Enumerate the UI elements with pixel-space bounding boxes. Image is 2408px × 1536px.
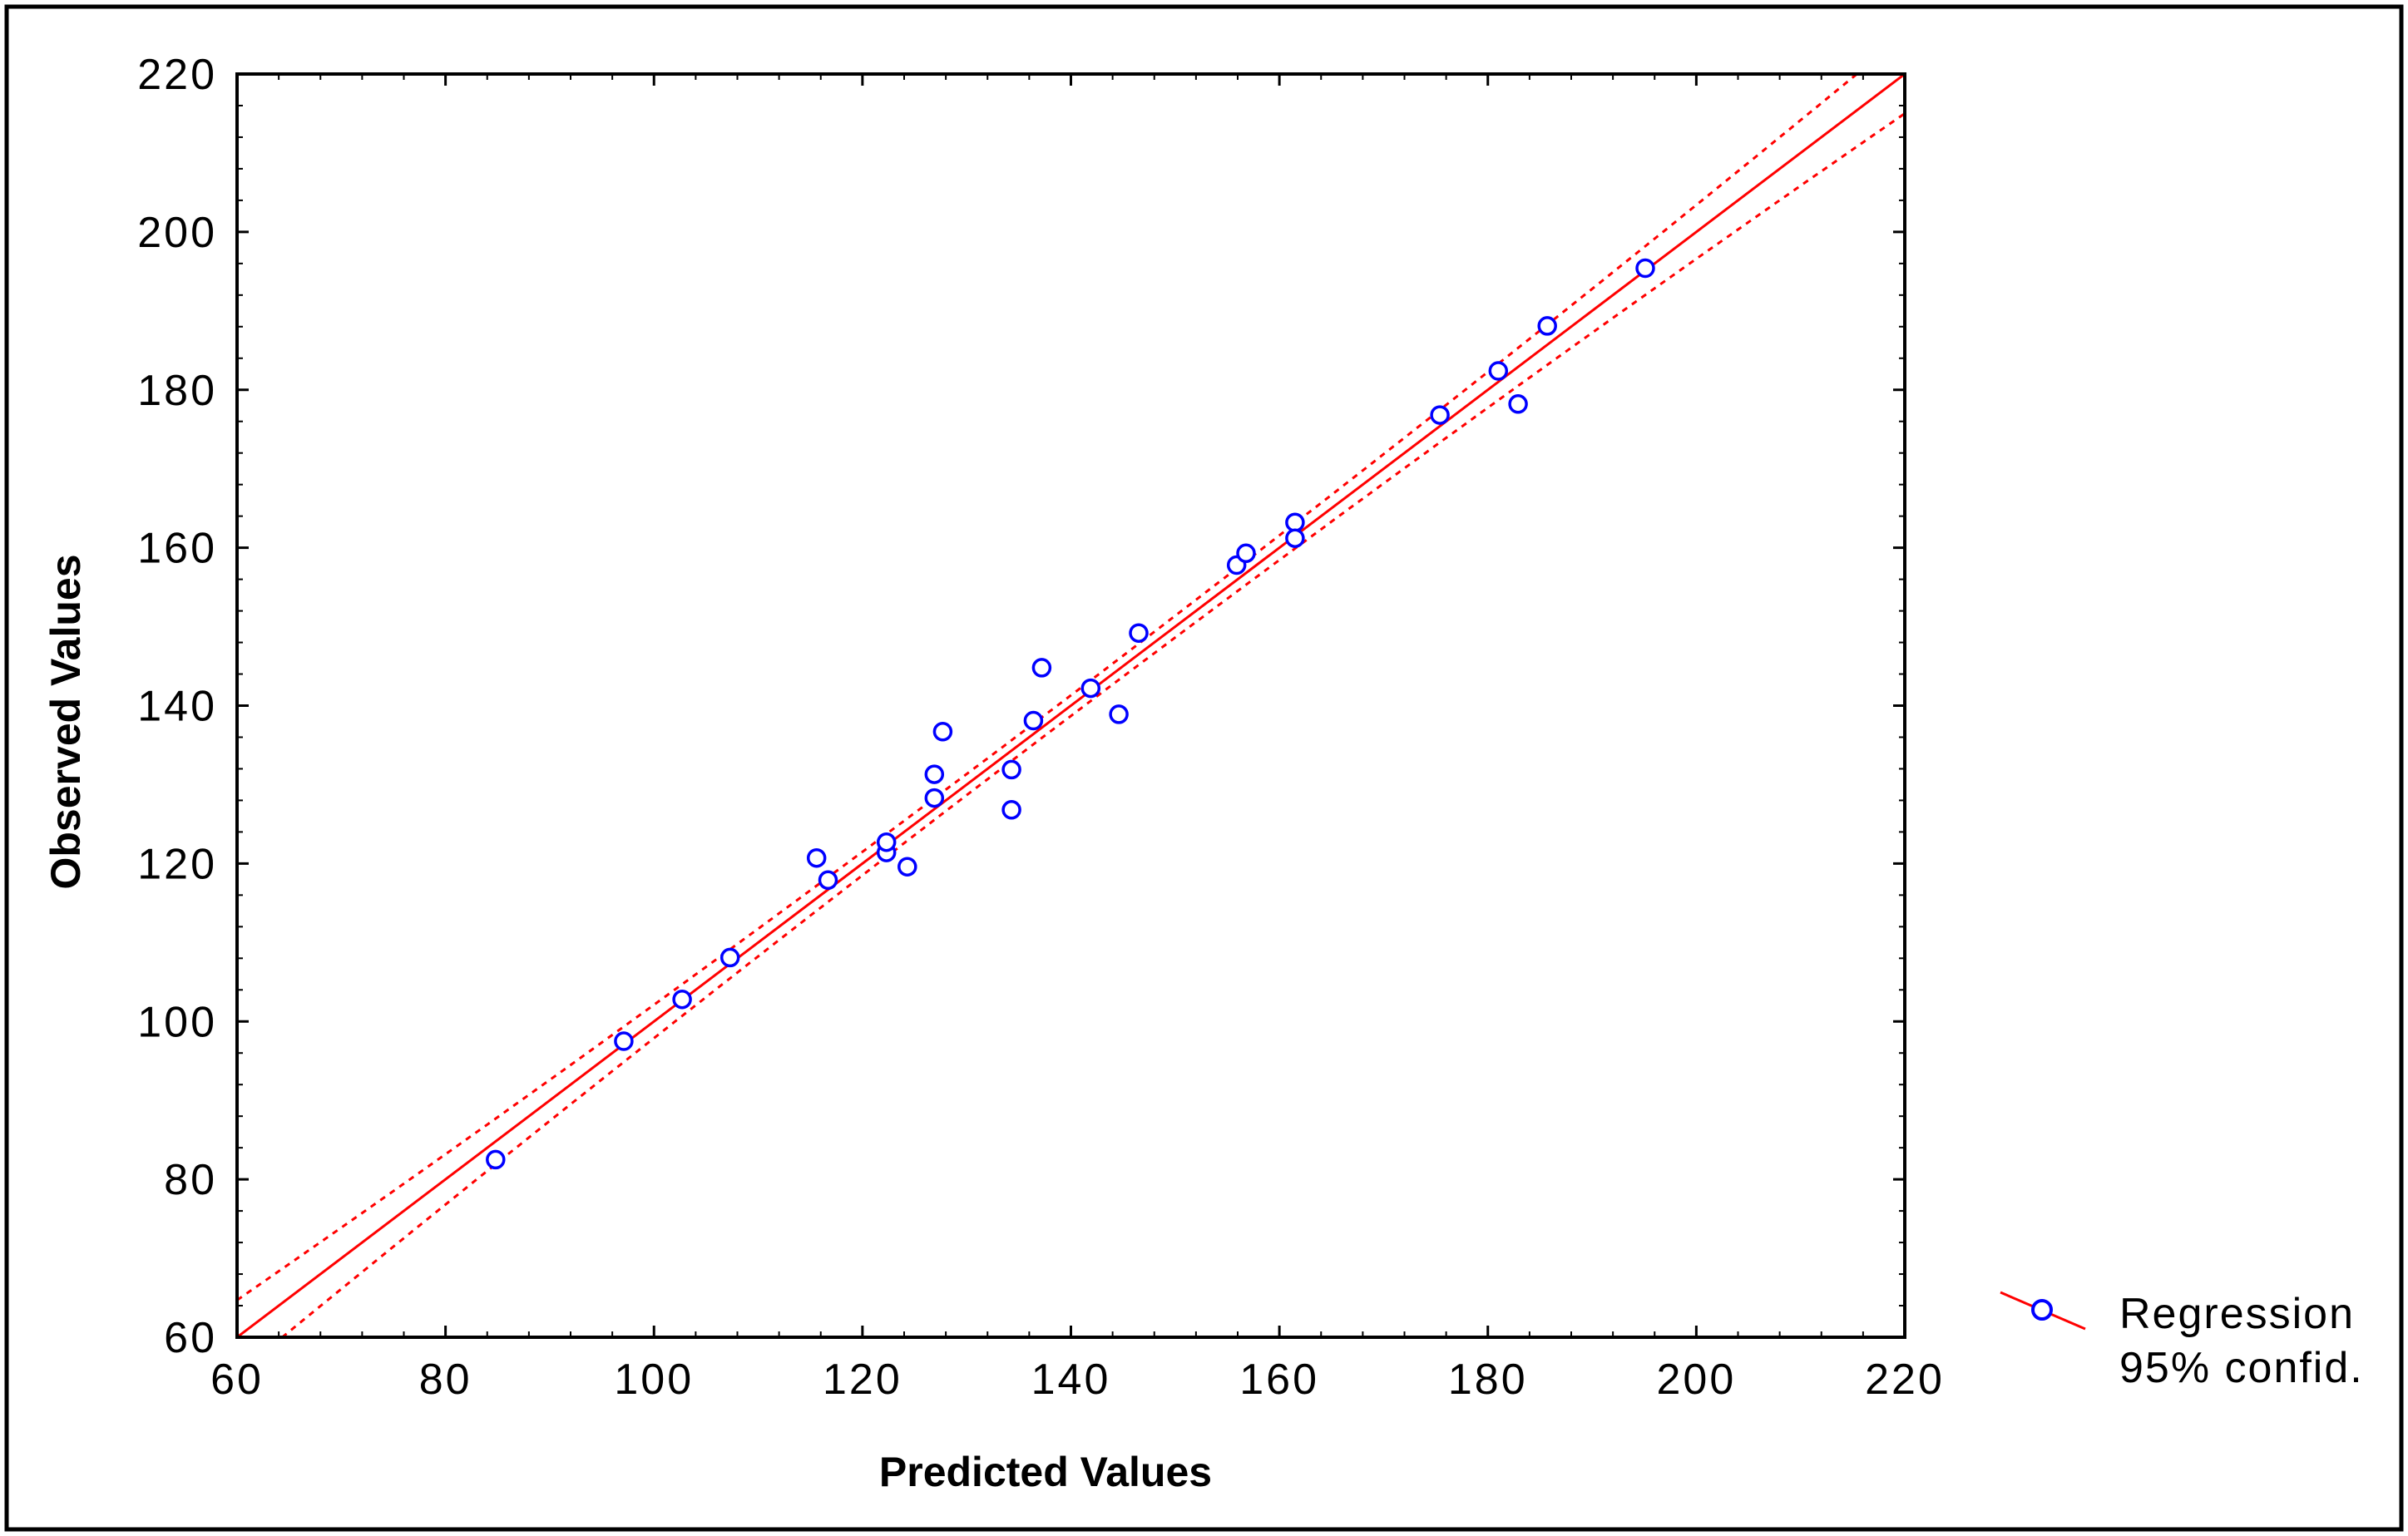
legend-item-regression: Regression xyxy=(2119,1290,2355,1338)
figure-border xyxy=(4,4,2404,1532)
data-point xyxy=(1023,710,1044,731)
data-point xyxy=(1109,704,1129,724)
data-point xyxy=(1236,543,1256,564)
x-axis-ticks: 60 80 100 120 140 160 180 200 220 xyxy=(210,74,1945,1404)
data-point xyxy=(486,1149,506,1170)
data-point xyxy=(924,764,945,784)
y-tick-label: 100 xyxy=(137,998,217,1046)
x-tick-label: 220 xyxy=(1865,1356,1945,1404)
confidence-lower-line xyxy=(279,112,1905,1337)
data-point xyxy=(1129,623,1149,643)
x-tick-label: 180 xyxy=(1448,1356,1528,1404)
legend-point-swatch xyxy=(2031,1299,2053,1321)
y-tick-label: 180 xyxy=(137,367,217,415)
regression-line-group xyxy=(237,74,1905,1337)
data-point xyxy=(1001,800,1021,820)
x-tick-label: 160 xyxy=(1239,1356,1319,1404)
data-point xyxy=(719,947,740,968)
confidence-upper-line xyxy=(237,74,1859,1301)
data-point xyxy=(1537,316,1557,336)
y-axis-title: Observed Values xyxy=(42,554,89,889)
data-point xyxy=(924,788,945,808)
data-point xyxy=(1635,258,1655,279)
regression-line xyxy=(237,74,1905,1337)
data-point xyxy=(1508,394,1528,414)
data-point xyxy=(806,847,827,868)
x-tick-label: 120 xyxy=(823,1356,902,1404)
data-point xyxy=(614,1031,634,1051)
data-point xyxy=(1488,361,1509,381)
data-point xyxy=(897,857,917,877)
data-points xyxy=(486,258,1655,1170)
data-point xyxy=(818,870,838,891)
data-point xyxy=(1430,405,1450,425)
data-point xyxy=(932,722,953,742)
x-tick-label: 60 xyxy=(210,1356,264,1404)
legend: Regression 95% confid. xyxy=(2000,1290,2364,1392)
x-axis-title: Predicted Values xyxy=(879,1449,1212,1495)
y-tick-label: 120 xyxy=(137,840,217,888)
x-tick-label: 80 xyxy=(419,1356,472,1404)
data-point xyxy=(1285,512,1305,532)
y-tick-label: 140 xyxy=(137,683,217,731)
data-point xyxy=(1285,528,1305,548)
x-tick-label: 200 xyxy=(1656,1356,1736,1404)
y-tick-label: 80 xyxy=(164,1156,217,1204)
x-tick-label: 140 xyxy=(1031,1356,1111,1404)
legend-item-confidence: 95% confid. xyxy=(2119,1344,2364,1392)
y-tick-label: 160 xyxy=(137,525,217,573)
data-point xyxy=(672,989,692,1010)
plot-area: 60 80 100 120 140 160 180 200 220 60 80 100 120 140 1… xyxy=(137,51,1945,1404)
data-point xyxy=(1031,658,1052,678)
x-tick-label: 100 xyxy=(614,1356,694,1404)
y-tick-label: 200 xyxy=(137,209,217,257)
y-tick-label: 220 xyxy=(137,51,217,99)
data-point xyxy=(1080,678,1101,699)
confidence-band xyxy=(237,74,1905,1337)
y-tick-label: 60 xyxy=(164,1314,217,1362)
data-point xyxy=(876,832,897,852)
y-axis-ticks: 60 80 100 120 140 160 180 200 220 xyxy=(137,51,1905,1362)
data-point xyxy=(1001,759,1021,780)
